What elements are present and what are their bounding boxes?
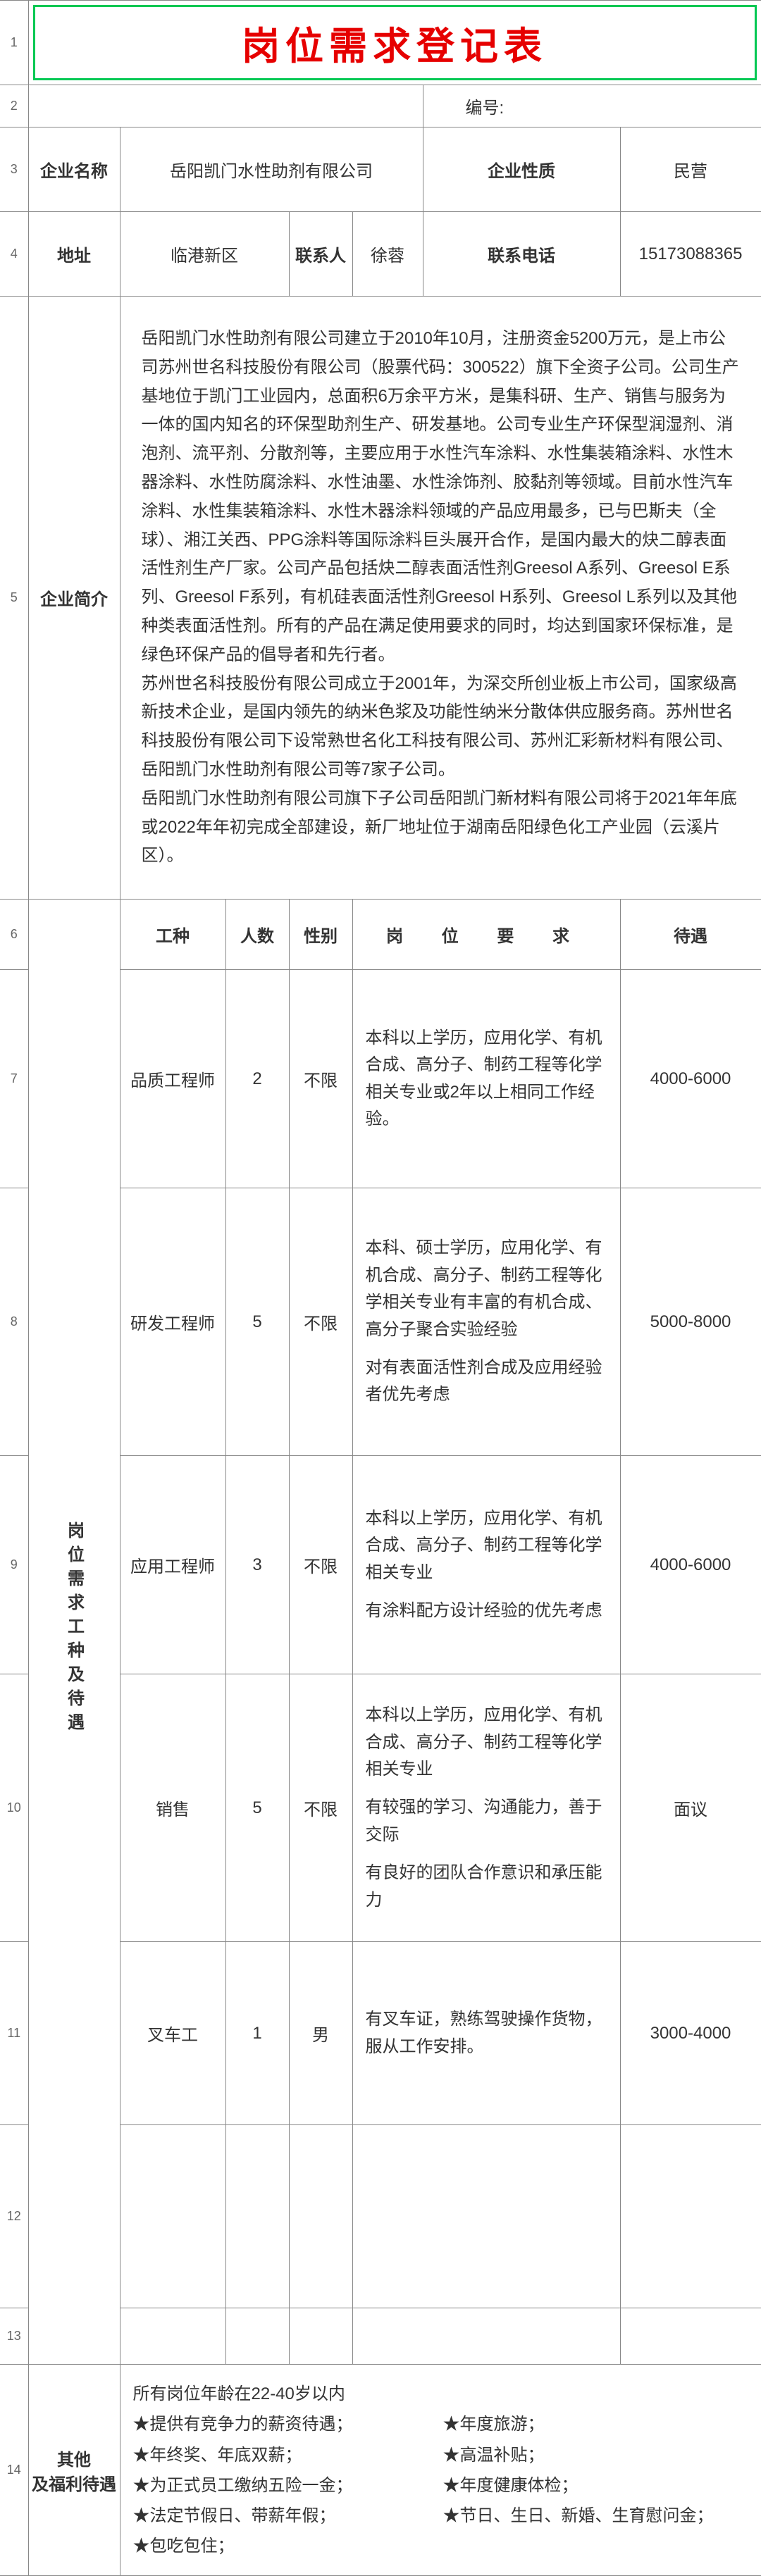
blank-cell	[620, 2125, 761, 2308]
job-count: 5	[225, 1674, 289, 1942]
contact-label: 联系人	[289, 212, 352, 297]
blank-cell	[225, 2308, 289, 2365]
job-count: 1	[225, 1942, 289, 2125]
address-value: 临港新区	[120, 212, 289, 297]
title-border: 岗位需求登记表	[33, 5, 757, 80]
row-number: 7	[0, 970, 28, 1188]
jobs-section-label: 岗位需求工种及待遇	[28, 900, 120, 2365]
job-req: 本科、硕士学历，应用化学、有机合成、高分子、制药工程等化学相关专业有丰富的有机合…	[352, 1188, 620, 1456]
company-nature: 民营	[620, 127, 761, 212]
job-gender: 不限	[289, 1456, 352, 1674]
form-number-label: 编号:	[423, 85, 761, 127]
job-gender: 不限	[289, 1674, 352, 1942]
row-number: 9	[0, 1456, 28, 1674]
benefits-content: 所有岗位年龄在22-40岁以内★提供有竞争力的薪资待遇；★年度旅游；★年终奖、年…	[120, 2365, 761, 2576]
col-type: 工种	[120, 900, 225, 970]
row-number: 2	[0, 85, 28, 127]
job-type: 销售	[120, 1674, 225, 1942]
blank-cell	[352, 2308, 620, 2365]
job-salary: 面议	[620, 1674, 761, 1942]
job-type: 应用工程师	[120, 1456, 225, 1674]
job-salary: 4000-6000	[620, 1456, 761, 1674]
blank-cell	[620, 2308, 761, 2365]
registration-table: 1 岗位需求登记表 2 编号: 3 企业名称 岳阳凯门水性助剂有限公司 企业性质…	[0, 0, 761, 2576]
row-number: 10	[0, 1674, 28, 1942]
row-number: 11	[0, 1942, 28, 2125]
col-gender: 性别	[289, 900, 352, 970]
job-req: 本科以上学历，应用化学、有机合成、高分子、制药工程等化学相关专业或2年以上相同工…	[352, 970, 620, 1188]
job-type: 叉车工	[120, 1942, 225, 2125]
row-number: 3	[0, 127, 28, 212]
row-number: 12	[0, 2125, 28, 2308]
blank-cell	[28, 85, 423, 127]
col-count: 人数	[225, 900, 289, 970]
job-count: 3	[225, 1456, 289, 1674]
company-name-label: 企业名称	[28, 127, 120, 212]
company-intro: 岳阳凯门水性助剂有限公司建立于2010年10月，注册资金5200万元，是上市公司…	[120, 297, 761, 900]
phone-label: 联系电话	[423, 212, 620, 297]
job-gender: 不限	[289, 1188, 352, 1456]
phone-value: 15173088365	[620, 212, 761, 297]
row-number: 4	[0, 212, 28, 297]
row-number: 13	[0, 2308, 28, 2365]
row-number: 5	[0, 297, 28, 900]
blank-cell	[225, 2125, 289, 2308]
blank-cell	[120, 2308, 225, 2365]
job-req: 有叉车证，熟练驾驶操作货物，服从工作安排。	[352, 1942, 620, 2125]
blank-cell	[352, 2125, 620, 2308]
form-container: 1 岗位需求登记表 2 编号: 3 企业名称 岳阳凯门水性助剂有限公司 企业性质…	[0, 0, 761, 2576]
blank-cell	[289, 2125, 352, 2308]
job-type: 品质工程师	[120, 970, 225, 1188]
intro-label: 企业简介	[28, 297, 120, 900]
job-count: 2	[225, 970, 289, 1188]
job-type: 研发工程师	[120, 1188, 225, 1456]
row-number: 8	[0, 1188, 28, 1456]
company-nature-label: 企业性质	[423, 127, 620, 212]
job-salary: 3000-4000	[620, 1942, 761, 2125]
job-gender: 男	[289, 1942, 352, 2125]
job-salary: 4000-6000	[620, 970, 761, 1188]
job-req: 本科以上学历，应用化学、有机合成、高分子、制药工程等化学相关专业有较强的学习、沟…	[352, 1674, 620, 1942]
col-salary: 待遇	[620, 900, 761, 970]
form-title: 岗位需求登记表	[242, 15, 547, 70]
row-number: 14	[0, 2365, 28, 2576]
job-salary: 5000-8000	[620, 1188, 761, 1456]
col-req: 岗 位 要 求	[352, 900, 620, 970]
row-number: 1	[0, 1, 28, 85]
address-label: 地址	[28, 212, 120, 297]
job-count: 5	[225, 1188, 289, 1456]
row-number: 6	[0, 900, 28, 970]
blank-cell	[120, 2125, 225, 2308]
job-req: 本科以上学历，应用化学、有机合成、高分子、制药工程等化学相关专业有涂料配方设计经…	[352, 1456, 620, 1674]
contact-value: 徐蓉	[352, 212, 423, 297]
job-gender: 不限	[289, 970, 352, 1188]
blank-cell	[289, 2308, 352, 2365]
company-name: 岳阳凯门水性助剂有限公司	[120, 127, 423, 212]
benefits-label: 其他及福利待遇	[28, 2365, 120, 2576]
title-cell: 岗位需求登记表	[28, 1, 761, 85]
